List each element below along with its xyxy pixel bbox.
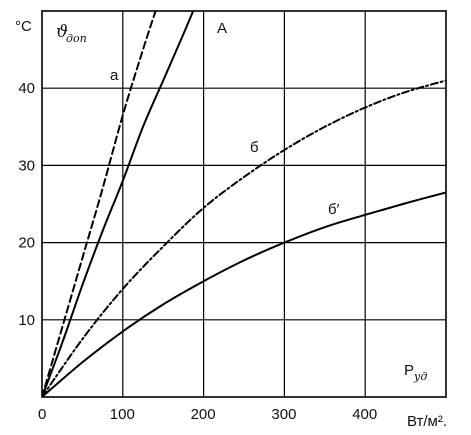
x-tick-label: 100 [110,406,135,423]
y-tick-label: 40 [18,80,35,97]
y-tick-label: 30 [18,157,35,174]
tick-labels: 0 100 200 300 400 10 20 30 40 [18,80,377,423]
series-b-prime-curve [42,191,446,397]
y-axis-symbol: ϑ доп [56,22,87,45]
x-tick-label: 200 [191,406,216,423]
y-symbol: ϑ [56,22,68,42]
x-tick-label: 300 [271,406,296,423]
series-label-b-prime: б′ [328,201,340,218]
x-unit-label: Вт/м². [407,413,447,430]
y-symbol-subscript: доп [66,32,87,45]
x-tick-label: 400 [352,406,377,423]
series-A-curve [42,11,195,397]
x-symbol-subscript: уд [413,370,427,383]
series-a-curve [42,11,157,397]
y-unit-label: °C [15,18,32,35]
x-axis-symbol: P уд [404,362,427,383]
series-label-A: А [217,20,227,37]
series-b-curve [42,79,446,397]
x-tick-label: 0 [38,406,46,423]
series-label-a: а [110,67,119,84]
curves [42,11,446,397]
y-tick-label: 20 [18,235,35,252]
x-symbol: P [404,362,414,379]
y-tick-label: 10 [18,312,35,329]
grid [41,10,447,398]
plot-frame [41,10,447,398]
series-label-b: б [250,139,259,156]
